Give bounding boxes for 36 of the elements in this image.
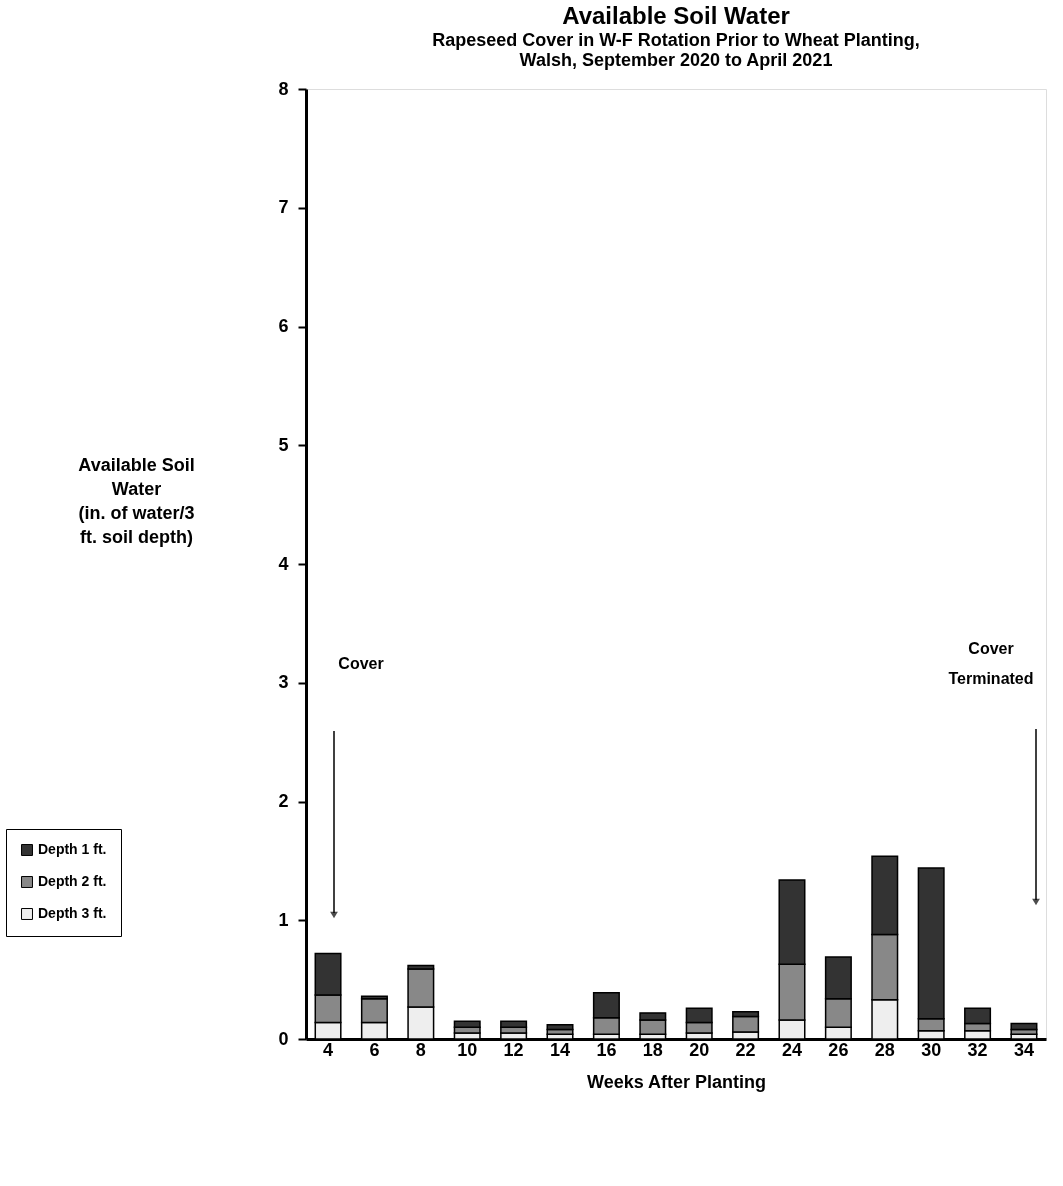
x-tick-label: 12 (503, 1039, 524, 1060)
x-tick-label: 30 (921, 1039, 942, 1060)
y-tick-label: 6 (278, 316, 289, 336)
y-tick-label: 5 (278, 434, 289, 455)
legend-label: Depth 1 ft. (38, 841, 107, 857)
y-tick-label: 4 (278, 553, 289, 574)
y-tick-label: 0 (278, 1028, 289, 1049)
y-tick-label: 1 (278, 909, 289, 930)
x-tick-label: 26 (828, 1039, 849, 1060)
x-tick-label: 6 (369, 1039, 380, 1060)
x-tick-label: 18 (642, 1039, 663, 1060)
x-tick-label: 34 (1013, 1039, 1034, 1060)
chart-title: Available Soil Water (562, 2, 790, 29)
x-tick-label: 16 (596, 1039, 617, 1060)
x-tick-label: 24 (781, 1039, 802, 1060)
y-tick-label: 3 (278, 672, 289, 693)
y-tick-label: 7 (278, 197, 289, 218)
x-tick-label: 10 (457, 1039, 478, 1060)
x-tick-label: 32 (967, 1039, 988, 1060)
x-axis-title: Weeks After Planting (586, 1071, 767, 1092)
annotation: Cover Terminated (948, 640, 1034, 687)
x-tick-label: 22 (735, 1039, 756, 1060)
legend-label: Depth 3 ft. (38, 905, 107, 921)
x-tick-label: 20 (689, 1039, 710, 1060)
annotation: Cover (338, 655, 384, 672)
bar (546, 1024, 574, 1031)
x-tick-label: 4 (323, 1039, 334, 1060)
y-tick-label: 2 (278, 791, 289, 811)
x-tick-label: 8 (415, 1039, 426, 1060)
bar (1010, 1022, 1038, 1031)
x-tick-label: 28 (874, 1039, 895, 1060)
chart-subtitle: Rapeseed Cover in W-F Rotation Prior to Wheat Planting, Walsh, September 2020 to April 2021 (432, 30, 920, 70)
y-tick-label: 8 (278, 78, 289, 99)
x-tick-label: 14 (550, 1039, 571, 1060)
y-axis-title: Available Soil Water (in. of water/3 ft. soil depth) (78, 454, 195, 547)
legend-label: Depth 2 ft. (38, 873, 107, 889)
